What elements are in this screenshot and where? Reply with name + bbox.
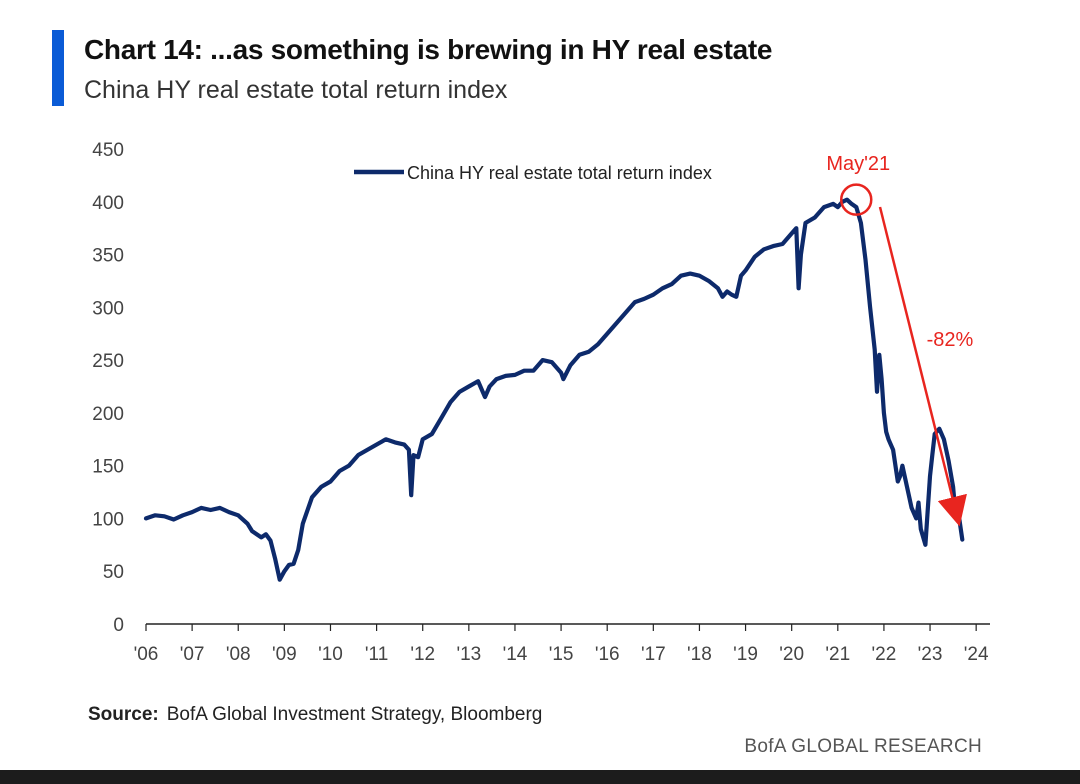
x-tick-label: '18 [687, 644, 712, 665]
y-tick-label: 50 [103, 562, 124, 583]
bottom-strip [0, 770, 1080, 784]
y-tick-label: 200 [92, 404, 124, 425]
x-tick-label: '11 [365, 644, 388, 665]
x-axis: '06 '07 '08 '09 '10 '11 '12 '13 '14 '15 '16 '17 '18 '… [134, 624, 989, 665]
y-tick-label: 250 [92, 351, 124, 372]
drop-annotation-label: -82% [927, 329, 974, 351]
source-text: BofA Global Investment Strategy, Bloombe… [166, 704, 543, 725]
x-tick-label: '22 [872, 644, 897, 665]
x-tick-label: '17 [641, 644, 666, 665]
source-label: Source: [88, 704, 159, 725]
annotation-layer: May'21 -82% [826, 153, 974, 527]
series-line [143, 197, 965, 582]
x-tick-label: '14 [503, 644, 528, 665]
peak-circle-marker [840, 183, 873, 216]
y-tick-label: 150 [92, 457, 124, 478]
legend-label: China HY real estate total return index [407, 163, 712, 183]
x-tick-label: '15 [549, 644, 574, 665]
source-note: Source: BofA Global Investment Strategy, … [88, 704, 542, 726]
x-tick-label: '06 [134, 644, 159, 665]
chart-title: Chart 14: ...as something is brewing in … [84, 34, 773, 65]
x-tick-label: '07 [180, 644, 205, 665]
x-tick-label: '23 [918, 644, 943, 665]
y-tick-label: 350 [92, 246, 124, 267]
y-tick-label: 100 [92, 509, 124, 530]
x-tick-label: '24 [964, 644, 989, 665]
x-tick-label: '08 [226, 644, 251, 665]
y-tick-label: 300 [92, 298, 124, 319]
x-tick-label: '20 [779, 644, 804, 665]
x-tick-label: '13 [456, 644, 481, 665]
x-tick-label: '19 [733, 644, 758, 665]
drop-arrow [878, 206, 967, 527]
y-tick-label: 450 [92, 140, 124, 161]
brand-footer: BofA GLOBAL RESEARCH [744, 736, 982, 757]
chart-subtitle: China HY real estate total return index [84, 76, 508, 104]
legend: China HY real estate total return index [354, 163, 712, 183]
y-tick-label: 0 [113, 615, 124, 636]
x-tick-label: '21 [825, 644, 850, 665]
x-tick-label: '12 [410, 644, 435, 665]
y-tick-label: 400 [92, 193, 124, 214]
x-tick-label: '10 [318, 644, 343, 665]
x-tick-label: '16 [595, 644, 620, 665]
x-tick-label: '09 [272, 644, 297, 665]
peak-annotation-label: May'21 [826, 153, 890, 175]
y-axis: 0 50 100 150 200 250 300 350 400 450 [92, 140, 124, 636]
title-accent-bar [52, 30, 64, 106]
series-layer [143, 197, 965, 582]
